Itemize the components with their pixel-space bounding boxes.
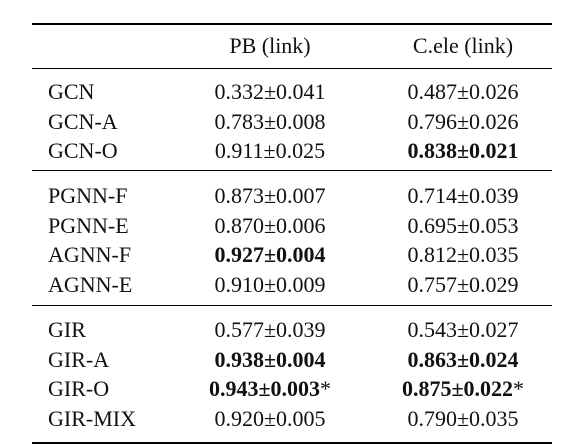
- score-cell: 0.920±0.005: [214, 405, 326, 431]
- score-cell: 0.812±0.035: [407, 244, 518, 266]
- method-name: GCN-O: [48, 138, 118, 163]
- method-name: PGNN-E: [48, 212, 129, 238]
- score-cell: 0.714±0.039: [407, 185, 518, 207]
- score-text: 0.790±0.035: [407, 405, 519, 431]
- score-text: 0.943±0.003: [208, 376, 321, 401]
- score-cell: 0.927±0.004: [214, 244, 325, 266]
- score-cell: 0.938±0.004: [214, 346, 326, 372]
- score-text: 0.920±0.005: [214, 405, 326, 431]
- score-cell: 0.790±0.035: [407, 405, 519, 431]
- score-cell: 0.911±0.025: [215, 140, 325, 162]
- score-cell: 0.783±0.008: [214, 108, 326, 134]
- significance-mark: *: [320, 376, 332, 401]
- method-name: GIR-A: [48, 346, 110, 372]
- method-name: AGNN-F: [48, 242, 132, 267]
- header-rule: [32, 68, 552, 69]
- score-text: 0.332±0.041: [214, 79, 326, 104]
- score-text: 0.714±0.039: [407, 183, 519, 208]
- method-name: GCN: [48, 79, 95, 104]
- score-text: 0.695±0.053: [407, 212, 519, 238]
- method-name: GIR: [48, 317, 86, 342]
- score-cell: 0.543±0.027: [407, 319, 518, 341]
- method-name: GCN-A: [48, 108, 118, 134]
- score-text: 0.543±0.027: [407, 317, 519, 342]
- method-name: GIR-O: [48, 376, 110, 401]
- score-text: 0.812±0.035: [407, 242, 519, 267]
- score-cell: 0.838±0.021: [407, 140, 518, 162]
- score-text: 0.863±0.024: [407, 346, 519, 372]
- score-cell: 0.695±0.053: [407, 212, 519, 238]
- group-rule: [32, 305, 552, 306]
- score-text: 0.838±0.021: [407, 138, 519, 163]
- score-cell: 0.577±0.039: [214, 319, 325, 341]
- score-text: 0.870±0.006: [214, 212, 326, 238]
- score-text: 0.487±0.026: [407, 79, 519, 104]
- top-rule: [32, 23, 552, 25]
- score-text: 0.927±0.004: [214, 242, 326, 267]
- score-text: 0.875±0.022: [401, 376, 514, 401]
- score-text: 0.910±0.009: [214, 271, 326, 297]
- method-name: PGNN-F: [48, 183, 128, 208]
- score-cell: 0.863±0.024: [407, 346, 519, 372]
- score-text: 0.938±0.004: [214, 346, 326, 372]
- score-cell: 0.870±0.006: [214, 212, 326, 238]
- bottom-rule: [32, 442, 552, 444]
- score-cell: 0.910±0.009: [214, 271, 326, 297]
- score-cell: 0.332±0.041: [214, 81, 325, 103]
- group-rule: [32, 170, 552, 171]
- score-cell: 0.757±0.029: [407, 271, 519, 297]
- score-cell: 0.943±0.003*: [209, 378, 331, 400]
- method-name: AGNN-E: [48, 271, 133, 297]
- score-cell: 0.487±0.026: [407, 81, 518, 103]
- method-name: GIR-MIX: [48, 405, 136, 431]
- header-cell: PB (link): [229, 33, 311, 58]
- significance-mark: *: [513, 376, 525, 401]
- score-text: 0.796±0.026: [407, 108, 519, 134]
- score-cell: 0.875±0.022*: [402, 378, 524, 400]
- score-text: 0.757±0.029: [407, 271, 519, 297]
- score-cell: 0.873±0.007: [214, 185, 325, 207]
- score-text: 0.577±0.039: [214, 317, 326, 342]
- score-text: 0.911±0.025: [214, 138, 326, 163]
- score-text: 0.783±0.008: [214, 108, 326, 134]
- score-text: 0.873±0.007: [214, 183, 326, 208]
- header-cell: C.ele (link): [412, 33, 514, 58]
- score-cell: 0.796±0.026: [407, 108, 519, 134]
